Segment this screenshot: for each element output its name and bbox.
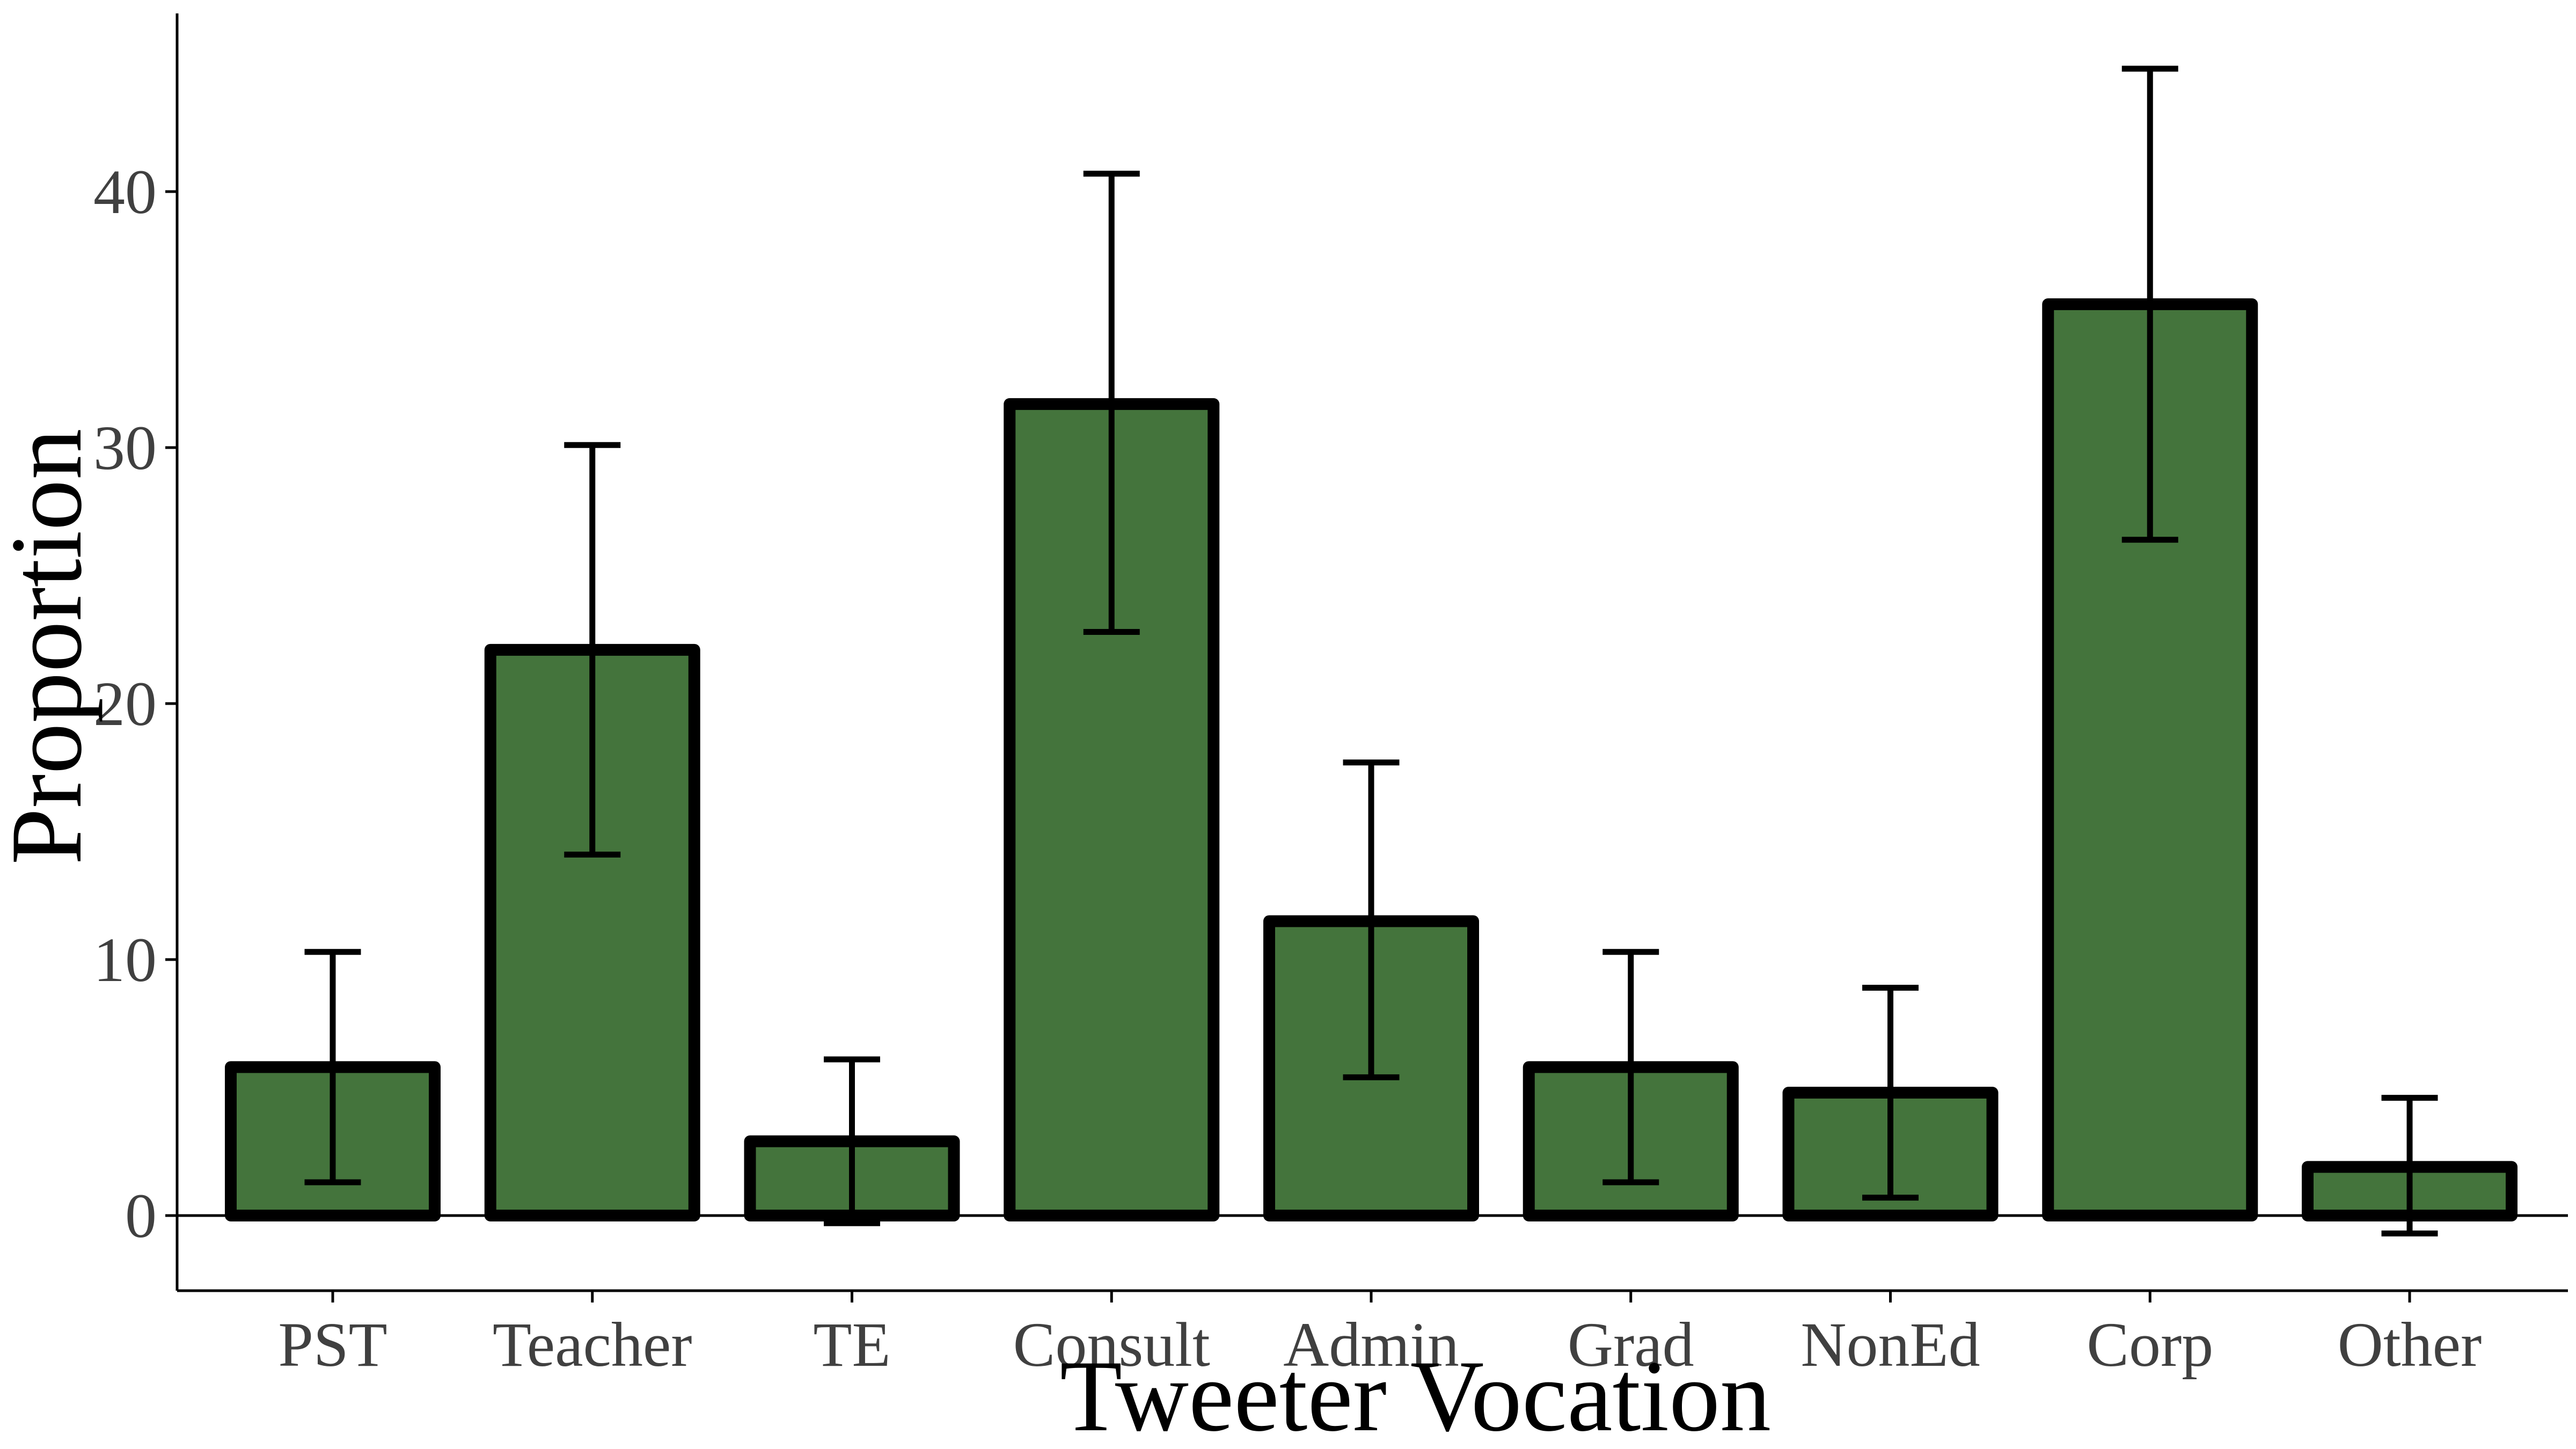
x-tick-label: Grad — [1568, 1309, 1694, 1380]
error-bar-corp — [2121, 65, 2178, 543]
y-tick-label: 40 — [93, 157, 157, 227]
error-bar-consult — [1083, 171, 1140, 635]
error-bar-other — [2381, 1095, 2438, 1236]
x-tick-label: PST — [278, 1309, 387, 1380]
error-bars-group — [304, 65, 2438, 1236]
error-bar-teacher — [564, 442, 621, 858]
x-tick-label: Admin — [1283, 1309, 1459, 1380]
x-tick-label: Other — [2338, 1309, 2482, 1380]
x-tick-label: Teacher — [493, 1309, 692, 1380]
x-tick-label: NonEd — [1801, 1309, 1980, 1380]
y-tick-label: 20 — [93, 669, 157, 739]
y-tick-label: 30 — [93, 413, 157, 483]
error-bar-pst — [304, 949, 361, 1185]
y-ticks-group: 0 10 20 30 40 — [93, 157, 177, 1251]
x-tick-label: Corp — [2087, 1309, 2213, 1380]
y-tick-label: 0 — [125, 1181, 157, 1251]
error-bar-noned — [1862, 984, 1919, 1201]
y-axis-title: Proportion — [0, 429, 103, 865]
x-ticks-group: PST Teacher TE Consult Admin Grad NonEd Corp Oth… — [278, 1291, 2482, 1380]
error-bar-admin — [1343, 759, 1400, 1080]
x-tick-label: TE — [813, 1309, 890, 1380]
y-tick-label: 10 — [93, 925, 157, 995]
error-bar-te — [824, 1056, 880, 1226]
x-tick-label: Consult — [1013, 1309, 1210, 1380]
error-bar-grad — [1602, 949, 1659, 1185]
bar-consult — [1004, 398, 1220, 1221]
x-axis-title: Tweeter Vocation — [1060, 1340, 1771, 1449]
